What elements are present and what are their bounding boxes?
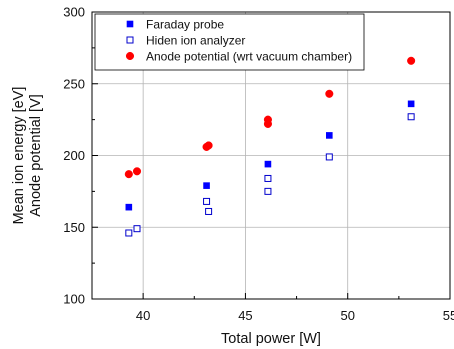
y-axis-title-line-2: Anode potential [V]	[28, 94, 44, 217]
plot-area-frame	[91, 11, 451, 300]
data-point-series-1	[264, 187, 272, 195]
x-axis-title: Total power [W]	[221, 331, 321, 347]
data-point-series-0	[326, 132, 333, 139]
data-point-series-0	[203, 182, 210, 189]
y-tick-label: 100	[63, 292, 85, 307]
data-point-series-1	[203, 197, 211, 205]
x-tick-label: 45	[238, 308, 252, 323]
data-point-series-0	[264, 160, 272, 168]
legend-label-faraday-probe: Faraday probe	[146, 18, 224, 32]
data-point-series-1	[133, 225, 141, 233]
legend-box	[94, 13, 365, 71]
legend-symbols	[125, 20, 135, 61]
data-point-series-1	[325, 153, 333, 161]
data-point-series-2	[204, 141, 213, 150]
x-tick-label: 50	[340, 308, 354, 323]
tick-labels: 40 45 50 55 100 150 200 250 300	[63, 5, 454, 324]
data-point-series-0	[407, 100, 415, 108]
data-point-series-1	[125, 229, 133, 237]
legend-label-hiden-ion-analyzer: Hiden ion analyzer	[146, 34, 245, 48]
x-tick-label: 40	[136, 308, 150, 323]
y-tick-label: 250	[63, 76, 85, 91]
data-point-series-1	[205, 207, 213, 215]
data-point-series-2	[325, 89, 334, 98]
data-point-series-1	[407, 113, 415, 121]
y-tick-label: 200	[63, 148, 85, 163]
data-markers	[124, 56, 416, 237]
x-tick-label: 55	[443, 308, 454, 323]
data-point-series-0	[125, 203, 133, 211]
legend-symbol-series-0	[126, 20, 134, 28]
legend-symbol-series-2	[125, 51, 135, 61]
y-axis-title-line-1: Mean ion energy [eV]	[11, 87, 27, 225]
data-point-series-2	[407, 56, 416, 65]
legend-label-anode-potential: Anode potential (wrt vacuum chamber)	[146, 50, 352, 64]
data-point-series-2	[132, 167, 142, 176]
data-point-series-1	[264, 174, 272, 182]
data-point-series-2	[124, 170, 133, 179]
data-point-series-2	[263, 119, 272, 128]
y-tick-label: 300	[63, 5, 85, 20]
legend: Faraday probe Hiden ion analyzer Anode p…	[94, 13, 365, 71]
y-tick-label: 150	[63, 220, 85, 235]
legend-symbol-series-1	[126, 36, 134, 44]
